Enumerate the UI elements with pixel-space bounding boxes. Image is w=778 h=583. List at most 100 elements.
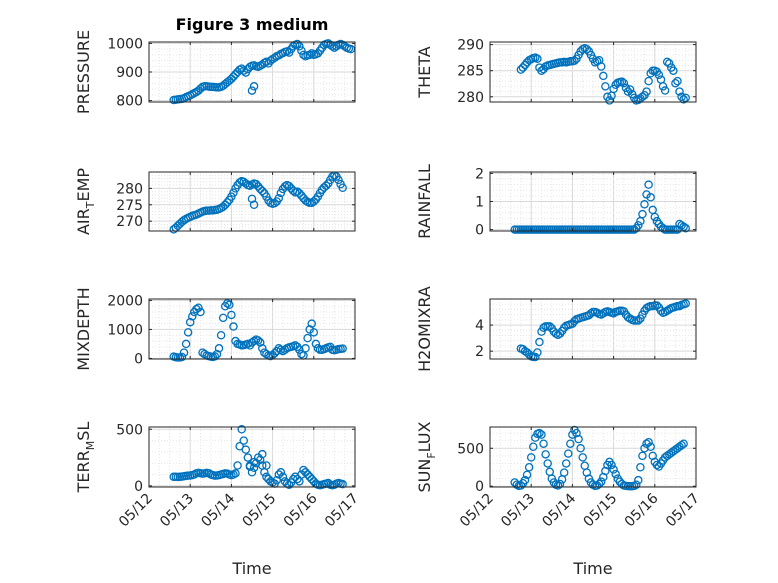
data-point	[229, 188, 238, 197]
data-point	[675, 87, 684, 96]
data-point	[522, 470, 532, 480]
data-point	[313, 344, 323, 353]
x-tick-label: 05/15	[581, 491, 621, 531]
data-point	[553, 481, 563, 490]
data-point	[270, 198, 279, 208]
data-point	[564, 449, 573, 458]
data-point	[679, 222, 688, 232]
subplot-6: 2 4 H2OMIXRA	[415, 286, 697, 372]
data-point	[245, 181, 255, 191]
data-point	[555, 329, 565, 338]
data-point	[295, 189, 304, 198]
data-point	[253, 336, 263, 345]
y-tick-label: 500	[457, 441, 484, 457]
data-point	[681, 223, 690, 233]
data-point	[568, 430, 577, 439]
data-point	[535, 337, 544, 347]
data-point	[249, 457, 259, 467]
y-tick-label: 270	[116, 214, 143, 230]
y-tick-label: 0	[134, 351, 143, 367]
data-point	[247, 468, 257, 477]
y-tick-label: 0	[475, 223, 484, 239]
data-point	[223, 299, 232, 308]
data-point	[634, 316, 643, 325]
data-point	[301, 344, 310, 353]
y-tick-label: 800	[116, 94, 143, 110]
data-point	[671, 78, 680, 88]
data-point	[274, 193, 284, 203]
data-point	[309, 328, 319, 337]
data-point	[586, 309, 596, 318]
data-point	[677, 440, 686, 450]
data-point	[235, 441, 244, 451]
data-point	[235, 178, 244, 187]
data-point	[181, 339, 191, 349]
data-point	[574, 434, 583, 444]
data-point	[297, 470, 306, 479]
data-point	[251, 179, 261, 189]
data-point	[611, 469, 620, 479]
data-point	[212, 349, 222, 359]
y-tick-label: 280	[457, 90, 484, 106]
data-point	[652, 301, 662, 310]
series-markers	[510, 425, 688, 491]
y-tick-label: 285	[457, 64, 484, 80]
data-point	[634, 221, 643, 230]
x-tick-label: 05/14	[539, 490, 579, 530]
y-tick-label: 280	[116, 181, 143, 197]
data-point	[194, 303, 203, 312]
data-point	[334, 175, 343, 185]
data-point	[255, 338, 265, 347]
data-point	[249, 336, 259, 346]
subplot-7: 0 500 05/12 05/13 05/14 05/15 05/16 05/17 TERRMS…	[74, 422, 362, 531]
data-point	[276, 345, 286, 354]
data-point	[274, 51, 284, 60]
data-point	[247, 86, 257, 95]
data-point	[196, 307, 205, 317]
data-point	[297, 191, 306, 200]
x-tick-label: 05/13	[498, 491, 538, 531]
y-tick-label: 2	[475, 344, 484, 360]
data-point	[644, 76, 653, 86]
data-point	[295, 42, 304, 51]
data-point	[220, 200, 230, 210]
data-point	[321, 181, 331, 191]
y-axis-label: MIXDEPTH	[74, 287, 93, 370]
subplot-2: 280 285 290 THETA	[415, 38, 697, 106]
data-point	[541, 450, 550, 459]
data-point	[561, 459, 571, 468]
y-axis-label: AIRTEMP	[74, 168, 97, 235]
data-point	[669, 66, 678, 75]
data-point	[270, 53, 279, 62]
data-point	[311, 339, 321, 349]
x-tick-label: 05/12	[457, 491, 497, 531]
x-tick-label: 05/15	[240, 491, 280, 531]
data-point	[278, 472, 288, 482]
data-point	[520, 475, 530, 485]
axes-box	[489, 298, 697, 360]
x-axis-label-left: Time	[231, 559, 271, 578]
data-point	[338, 183, 347, 192]
x-tick-label: 05/17	[663, 491, 703, 531]
data-point	[646, 442, 655, 451]
data-point	[243, 453, 253, 462]
data-point	[346, 44, 356, 54]
y-tick-label: 1000	[107, 36, 143, 52]
data-point	[284, 480, 294, 489]
data-point	[247, 194, 257, 204]
data-point	[262, 349, 271, 359]
data-point	[524, 463, 534, 472]
data-point	[533, 54, 542, 63]
x-axis-label-right: Time	[572, 559, 612, 578]
figure-title: Figure 3 medium	[176, 15, 329, 34]
data-point	[288, 42, 298, 51]
data-point	[177, 352, 187, 362]
data-point	[566, 439, 575, 448]
data-point	[529, 442, 538, 451]
data-point	[309, 197, 319, 206]
data-point	[646, 193, 655, 202]
data-point	[658, 223, 668, 233]
axes-box	[489, 426, 697, 488]
